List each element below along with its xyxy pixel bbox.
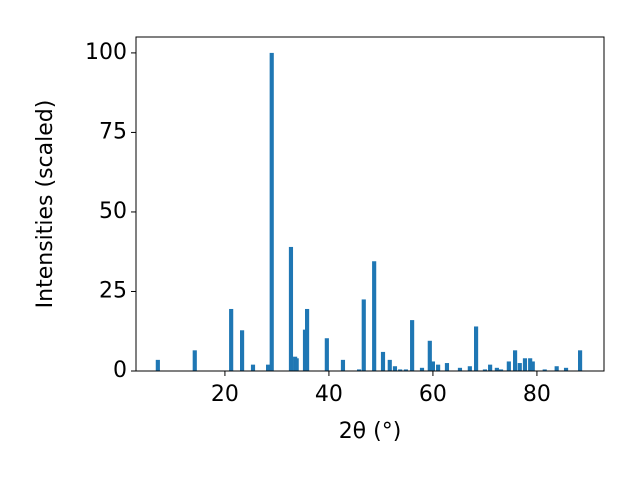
bar xyxy=(528,358,533,371)
bar xyxy=(392,366,398,371)
bar xyxy=(305,308,310,371)
bar xyxy=(250,364,256,371)
bar xyxy=(467,366,472,371)
bar xyxy=(513,350,518,371)
bar xyxy=(494,367,499,371)
bar xyxy=(229,308,234,371)
plot-frame xyxy=(135,36,605,372)
bar xyxy=(340,359,346,371)
bar xyxy=(266,364,271,371)
x-tick-label: 20 xyxy=(211,382,239,407)
bar xyxy=(192,350,197,371)
bar xyxy=(324,338,329,371)
y-tick-label: 100 xyxy=(85,40,127,65)
bar xyxy=(427,340,432,371)
bar xyxy=(498,369,504,371)
bar xyxy=(240,330,245,371)
x-tick-label: 80 xyxy=(523,382,551,407)
bar xyxy=(155,359,160,371)
bar xyxy=(372,261,377,371)
bar xyxy=(288,246,294,371)
bar xyxy=(380,351,386,371)
bar xyxy=(542,369,547,371)
bar xyxy=(269,52,274,372)
bar xyxy=(410,320,415,371)
x-tick-label: 40 xyxy=(315,382,343,407)
y-tick-label: 50 xyxy=(99,199,127,224)
bar xyxy=(430,361,435,371)
bar xyxy=(361,299,366,371)
bar xyxy=(457,367,463,371)
y-tick-label: 0 xyxy=(113,358,127,383)
bar xyxy=(436,364,441,371)
bar xyxy=(488,364,493,371)
bar xyxy=(398,369,403,371)
x-axis-label: 2θ (°) xyxy=(339,419,402,444)
bar xyxy=(522,358,528,371)
bar xyxy=(482,369,487,371)
bar xyxy=(387,359,392,371)
x-tick-label: 60 xyxy=(419,382,447,407)
bar xyxy=(474,326,479,371)
bar xyxy=(506,361,511,371)
bar xyxy=(517,363,522,371)
bar xyxy=(403,369,408,371)
bar xyxy=(530,361,535,371)
bar xyxy=(578,350,583,371)
bar xyxy=(357,369,362,371)
y-tick-label: 75 xyxy=(99,119,127,144)
y-tick-label: 25 xyxy=(99,278,127,303)
y-axis-label: Intensities (scaled) xyxy=(33,100,58,309)
bar xyxy=(563,367,569,371)
bar xyxy=(444,363,450,371)
bar xyxy=(294,358,299,371)
bar xyxy=(419,367,425,371)
bar xyxy=(554,366,559,371)
